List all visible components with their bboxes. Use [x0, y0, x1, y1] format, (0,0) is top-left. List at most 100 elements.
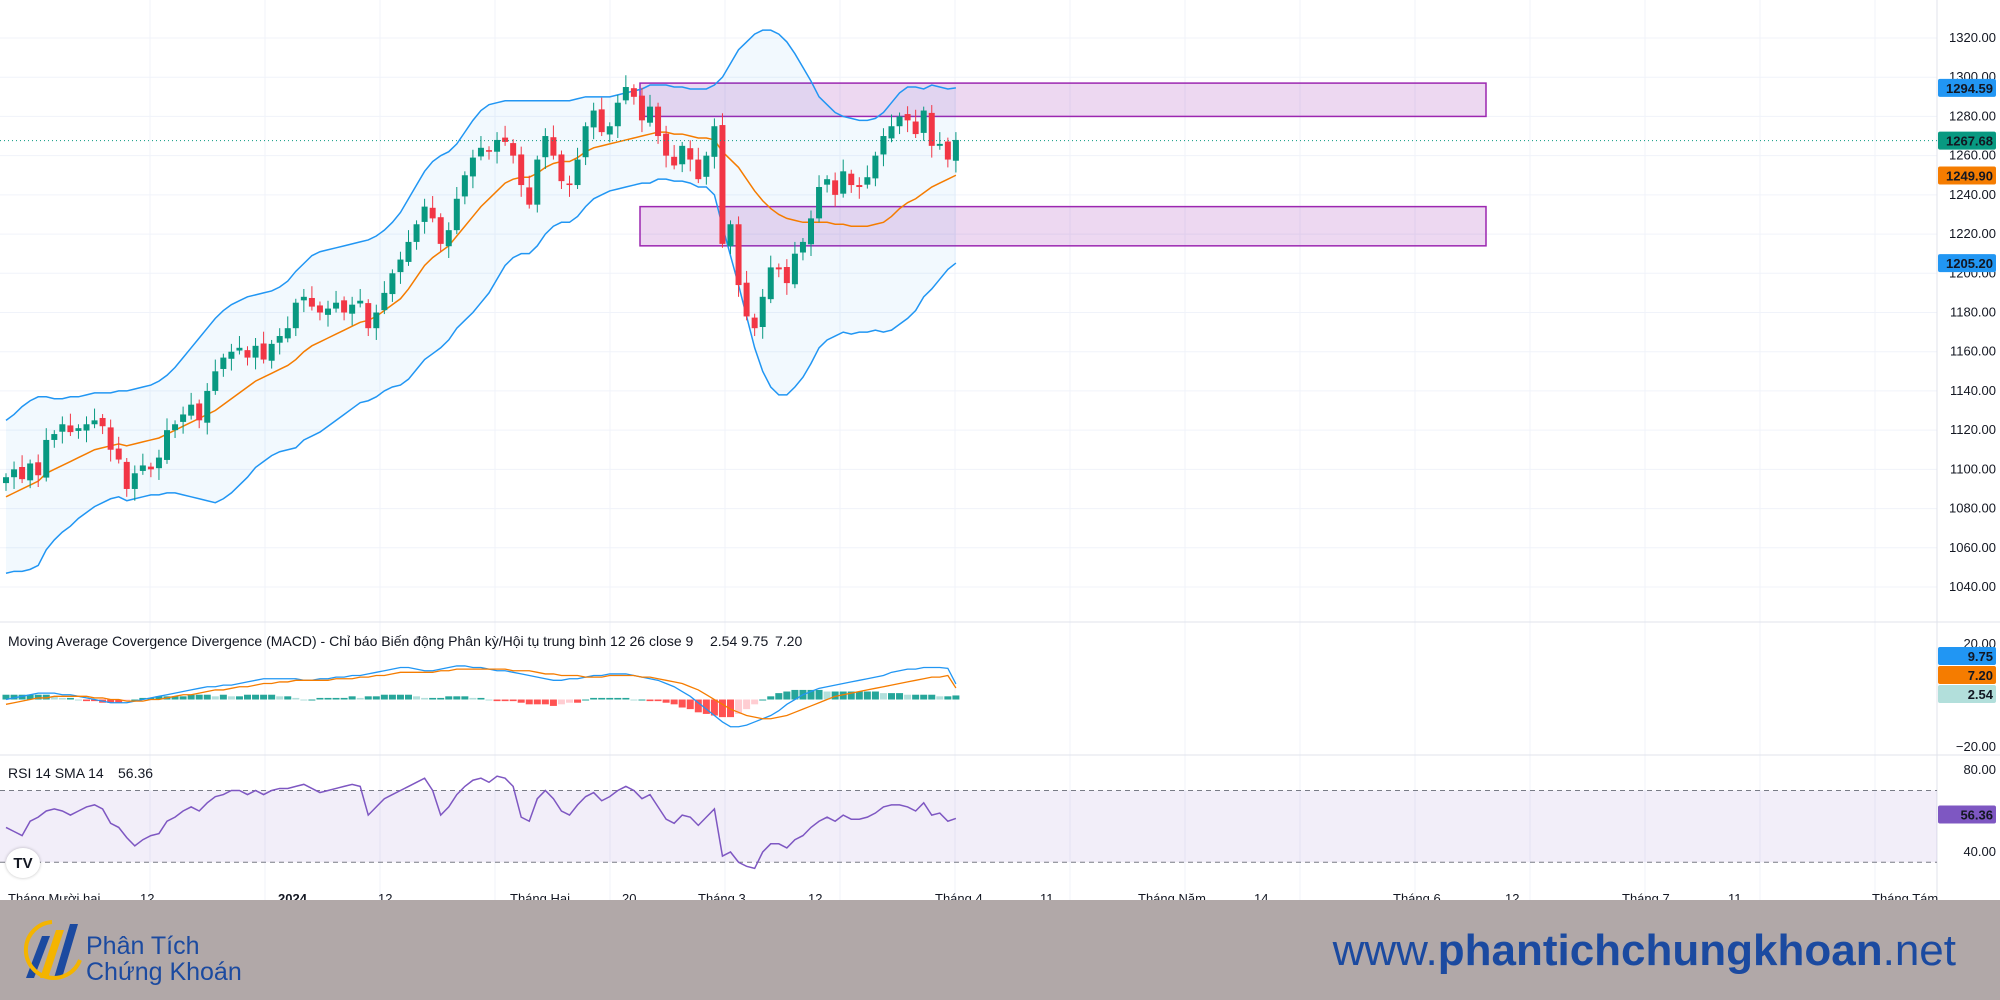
- candle: [510, 139, 517, 164]
- macd-histogram-bar: [702, 699, 710, 714]
- candle-body: [735, 224, 742, 286]
- macd-histogram-bar: [147, 697, 155, 700]
- candle: [840, 159, 847, 198]
- time-tick-label: 14: [1254, 891, 1268, 900]
- rsi-pane[interactable]: [0, 775, 1937, 870]
- price-tick-label: 1140.00: [1950, 383, 1996, 398]
- macd-histogram-bar: [260, 694, 268, 700]
- candle-body: [75, 428, 82, 431]
- rsi-line: [5, 775, 957, 870]
- candle: [888, 114, 895, 143]
- macd-pane[interactable]: [2, 665, 960, 728]
- macd-histogram-bar: [187, 694, 195, 700]
- candle: [212, 359, 219, 395]
- candle-body: [848, 173, 855, 186]
- candle: [582, 122, 589, 166]
- rsi-title: RSI 14 SMA 14: [8, 765, 104, 781]
- macd-badge-bg: [1938, 647, 1996, 665]
- price-tick-label: 1100.00: [1950, 461, 1996, 476]
- macd-histogram-bar: [437, 697, 445, 700]
- candle-body: [220, 357, 227, 369]
- macd-histogram-bar: [66, 697, 74, 700]
- price-pane[interactable]: [0, 29, 1937, 575]
- candle: [687, 140, 694, 172]
- candle-body: [341, 300, 348, 313]
- candle: [284, 316, 291, 343]
- price-tick-label: 1060.00: [1949, 540, 1996, 555]
- time-tick-label: 12: [140, 891, 154, 900]
- macd-histogram-bar: [888, 693, 895, 700]
- macd-histogram-bar: [751, 699, 759, 705]
- candle: [139, 453, 146, 475]
- candle-body: [824, 179, 831, 185]
- price-zones: [639, 82, 1487, 247]
- macd-histogram-bar: [453, 696, 461, 700]
- website-url[interactable]: www.phantichchungkhoan.net: [1333, 926, 1956, 976]
- candle: [896, 112, 903, 135]
- macd-histogram-bar: [123, 699, 131, 702]
- candle: [196, 399, 203, 429]
- macd-histogram-bar: [847, 691, 855, 700]
- macd-histogram-bar: [606, 697, 614, 700]
- candle: [300, 288, 307, 313]
- chart-canvas[interactable]: 1040.001060.001080.001100.001120.001140.…: [0, 0, 2000, 900]
- candle-body: [526, 187, 533, 205]
- candle: [518, 146, 525, 197]
- price-axis[interactable]: 1040.00 1060.00 1080.00 1100.00 1120.00 1140.…: [1938, 30, 1996, 859]
- candle-body: [952, 139, 959, 161]
- candle-body: [228, 351, 235, 359]
- macd-badge-text: 7.20: [1968, 668, 1993, 683]
- candle-body: [196, 403, 203, 421]
- candle-body: [260, 343, 267, 360]
- candle: [598, 97, 605, 137]
- macd-histogram-bar: [743, 699, 751, 710]
- candle-body: [172, 424, 179, 431]
- candle: [808, 210, 814, 257]
- candle-body: [115, 448, 122, 460]
- candle: [759, 288, 766, 339]
- tradingview-logo[interactable]: TV: [6, 848, 40, 878]
- macd-histogram-bar: [219, 694, 227, 700]
- candle: [123, 457, 130, 497]
- candle-body: [671, 156, 678, 166]
- candle: [590, 102, 597, 140]
- candle: [155, 449, 162, 480]
- candle: [268, 339, 275, 369]
- candle: [647, 94, 653, 127]
- candle-body: [502, 137, 509, 142]
- candle-body: [711, 126, 718, 157]
- time-axis[interactable]: Tháng Mười hai 12 2024 12 Tháng Hai 20 Tháng 3…: [8, 891, 1938, 900]
- macd-histogram-bar: [131, 699, 139, 701]
- candle-body: [944, 141, 951, 160]
- candle: [469, 149, 476, 189]
- candle-body: [775, 267, 782, 270]
- candle-body: [325, 308, 331, 315]
- candle-body: [598, 109, 605, 133]
- rsi-tick-label: 80.00: [1963, 762, 1996, 777]
- macd-histogram-bar: [244, 694, 251, 700]
- time-tick-label: 12: [808, 891, 822, 900]
- macd-histogram-bar: [276, 696, 284, 700]
- candle-body: [840, 171, 847, 194]
- candle-body: [663, 133, 670, 156]
- candle-body: [904, 114, 911, 121]
- macd-histogram-bar: [26, 694, 34, 700]
- macd-histogram-bar: [533, 699, 541, 705]
- candle: [397, 251, 404, 284]
- time-tick-label: 12: [1505, 891, 1519, 900]
- macd-histogram-bar: [574, 699, 582, 703]
- macd-histogram-bar: [928, 694, 936, 700]
- candle-body: [292, 302, 299, 329]
- candle: [574, 147, 581, 189]
- candle-body: [381, 292, 388, 311]
- macd-histogram-bar: [775, 693, 783, 700]
- price-tick-label: 1160.00: [1950, 344, 1996, 359]
- candle: [164, 418, 170, 464]
- candle-body: [582, 126, 589, 158]
- candle-body: [461, 175, 468, 197]
- price-badge-bg: [1938, 254, 1996, 273]
- macd-badge: 2.54: [1938, 685, 1996, 703]
- rsi-badge-text: 56.36: [1960, 807, 1993, 822]
- candle: [11, 461, 18, 489]
- time-tick-label: Tháng 6: [1393, 891, 1441, 900]
